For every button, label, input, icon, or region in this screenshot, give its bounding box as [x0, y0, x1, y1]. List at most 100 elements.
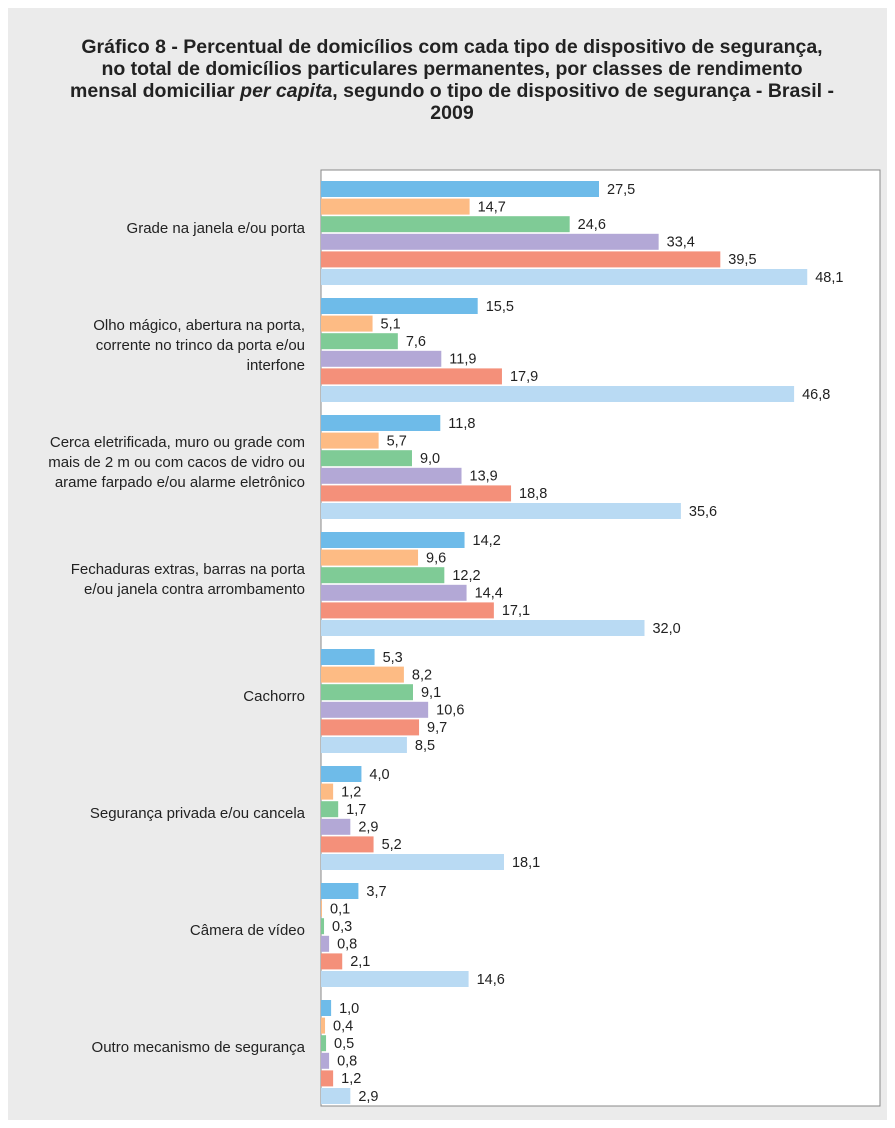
value-label: 11,8: [448, 416, 475, 432]
bar: [321, 549, 419, 566]
value-label: 14,6: [477, 972, 505, 988]
bar: [321, 918, 325, 935]
value-label: 13,9: [470, 469, 498, 485]
value-label: 35,6: [689, 504, 717, 520]
bar: [321, 1052, 330, 1069]
bar: [321, 836, 374, 853]
value-label: 9,7: [427, 720, 447, 736]
value-label: 17,1: [502, 603, 530, 619]
value-label: 0,8: [337, 1054, 357, 1070]
bar: [321, 649, 375, 665]
category-label: Outro mecanismo de segurança: [91, 1038, 305, 1056]
bar: [321, 666, 404, 683]
title-part: , segundo o tipo de dispositivo de segur…: [332, 80, 834, 124]
bar: [321, 854, 504, 870]
value-label: 15,5: [486, 299, 514, 315]
bar: [321, 719, 420, 736]
value-label: 32,0: [652, 621, 680, 637]
value-label: 48,1: [815, 270, 843, 286]
category-label: Fechaduras extras, barras na porta e/ou …: [70, 560, 305, 598]
bar: [321, 467, 462, 484]
value-label: 24,6: [578, 217, 606, 233]
value-label: 5,3: [383, 650, 403, 666]
value-label: 9,6: [426, 550, 446, 566]
value-label: 33,4: [667, 235, 695, 251]
bar: [321, 766, 362, 782]
bar: [321, 450, 412, 467]
bar: [321, 935, 330, 952]
category-label: Olho mágico, abertura na porta, corrente…: [93, 316, 305, 374]
bar: [321, 1017, 326, 1034]
category-label: Cachorro: [243, 687, 305, 705]
bar: [321, 1070, 334, 1087]
value-label: 1,2: [341, 784, 361, 800]
value-label: 2,9: [358, 820, 378, 836]
bar: [321, 584, 467, 601]
plot-area: [320, 169, 881, 1107]
bar: [321, 737, 407, 753]
bar: [321, 1035, 327, 1052]
value-label: 0,5: [334, 1036, 354, 1052]
bar: [321, 216, 570, 233]
value-label: 14,4: [475, 586, 503, 602]
title-italic: per capita: [240, 80, 333, 102]
value-label: 12,2: [452, 568, 480, 584]
category-label: Câmera de vídeo: [189, 921, 305, 939]
bar: [321, 350, 442, 367]
value-label: 18,1: [512, 855, 540, 871]
value-label: 1,7: [346, 802, 366, 818]
value-label: 9,0: [420, 451, 440, 467]
bar: [321, 315, 373, 332]
value-label: 0,1: [330, 901, 350, 917]
value-label: 46,8: [802, 387, 830, 403]
bar: [321, 386, 795, 402]
bar: [321, 432, 379, 449]
bar: [321, 801, 339, 818]
bar: [321, 620, 645, 636]
value-label: 3,7: [366, 884, 386, 900]
value-label: 11,9: [449, 352, 476, 368]
bar: [321, 181, 599, 197]
category-label: Cerca eletrificada, muro ou grade com ma…: [48, 433, 305, 491]
bar: [321, 269, 808, 285]
bar: [321, 684, 413, 701]
bar: [321, 233, 659, 250]
value-label: 27,5: [607, 182, 635, 198]
value-label: 0,3: [332, 919, 352, 935]
value-label: 8,2: [412, 667, 432, 683]
value-label: 18,8: [519, 486, 547, 502]
value-label: 5,7: [387, 433, 407, 449]
value-label: 0,4: [333, 1018, 353, 1034]
bar: [321, 485, 512, 502]
value-label: 9,1: [421, 685, 441, 701]
bar: [321, 900, 323, 917]
bar: [321, 1088, 351, 1104]
value-label: 10,6: [436, 703, 464, 719]
bar: [321, 1000, 332, 1016]
value-label: 7,6: [406, 334, 426, 350]
value-label: 1,2: [341, 1071, 361, 1087]
value-label: 5,1: [381, 316, 401, 332]
bar: [321, 602, 494, 619]
bar: [321, 415, 441, 431]
value-label: 5,2: [382, 837, 402, 853]
value-label: 14,7: [478, 199, 506, 215]
bar: [321, 198, 470, 215]
chart-title: Gráfico 8 - Percentual de domicílios com…: [70, 36, 834, 124]
value-label: 1,0: [339, 1001, 359, 1017]
value-label: 8,5: [415, 738, 435, 754]
bar: [321, 701, 429, 718]
bar: [321, 971, 469, 987]
title-part: Gráfico 8 - Percentual de domicílios com…: [70, 36, 823, 102]
value-label: 14,2: [473, 533, 501, 549]
value-label: 4,0: [369, 767, 389, 783]
bar: [321, 503, 681, 519]
bar: [321, 883, 359, 899]
bar: [321, 953, 343, 970]
value-label: 2,1: [350, 954, 370, 970]
bar: [321, 532, 465, 548]
bar: [321, 333, 398, 350]
bar: [321, 298, 478, 314]
